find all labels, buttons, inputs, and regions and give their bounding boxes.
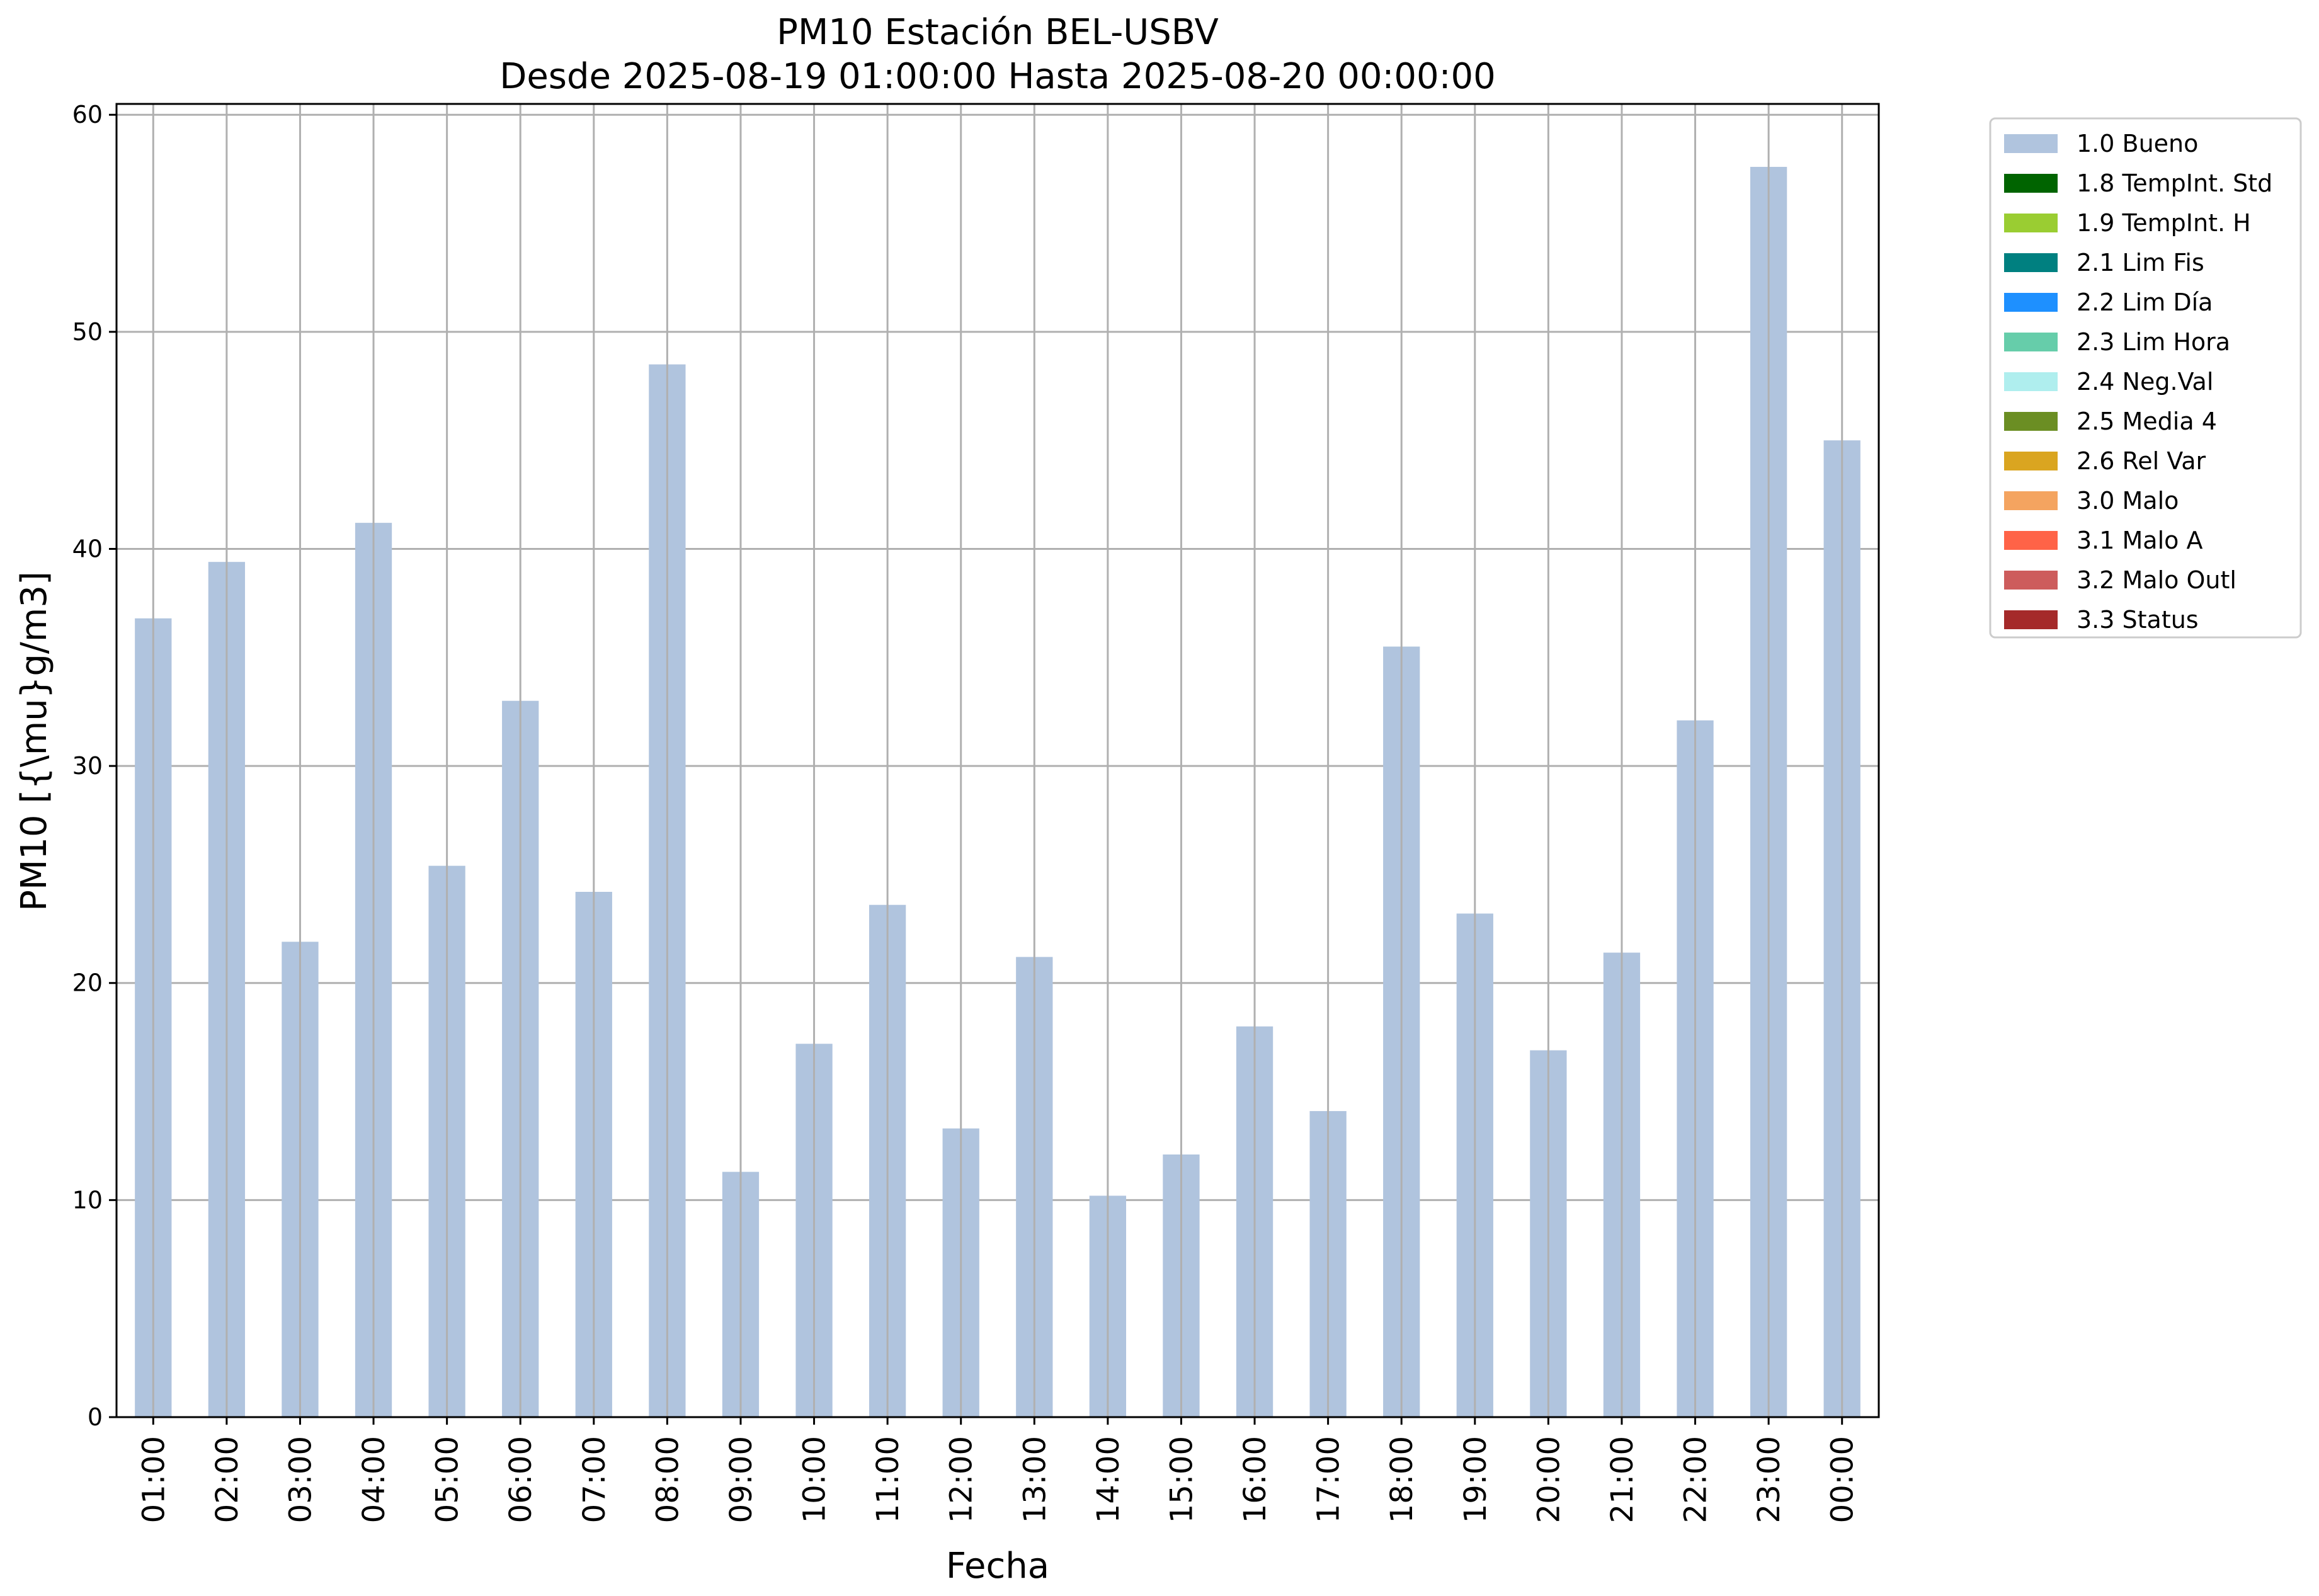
legend-swatch	[2004, 452, 2058, 470]
grid-layer	[117, 113, 1879, 1418]
x-tick-label: 10:00	[797, 1436, 833, 1523]
y-axis-label: PM10 [{\mu}g/m3]	[14, 571, 55, 911]
x-tick-label: 22:00	[1678, 1436, 1714, 1523]
legend-swatch	[2004, 214, 2058, 232]
x-tick-label: 08:00	[650, 1436, 685, 1523]
x-tick-label: 14:00	[1091, 1436, 1126, 1523]
x-tick-label: 23:00	[1752, 1436, 1787, 1523]
plot-frame	[115, 103, 1880, 1418]
x-tick-label: 01:00	[136, 1436, 171, 1523]
chart-title: PM10 Estación BEL-USBV	[777, 12, 1219, 53]
legend-label: 2.4 Neg.Val	[2077, 368, 2213, 396]
legend-swatch	[2004, 333, 2058, 351]
legend: 1.0 Bueno 1.8 TempInt. Std 1.9 TempInt. H 2…	[1989, 117, 2302, 639]
x-tick-label: 19:00	[1458, 1436, 1493, 1523]
legend-label: 2.2 Lim Día	[2077, 288, 2213, 316]
x-tick-label: 04:00	[356, 1436, 392, 1523]
x-tick-label: 17:00	[1311, 1436, 1347, 1523]
legend-swatch	[2004, 174, 2058, 193]
x-tick-label: 21:00	[1605, 1436, 1640, 1523]
x-tick-label: 00:00	[1825, 1436, 1860, 1523]
legend-swatch	[2004, 412, 2058, 431]
x-tick-label: 15:00	[1164, 1436, 1199, 1523]
legend-swatch	[2004, 491, 2058, 510]
x-tick-label: 05:00	[430, 1436, 465, 1523]
x-tick-label: 16:00	[1238, 1436, 1273, 1523]
y-tick-label: 30	[72, 752, 103, 780]
y-axis: 0 10 20 30 40 50 60	[72, 101, 117, 1431]
bars-layer	[135, 104, 1860, 1418]
legend-label: 1.8 TempInt. Std	[2077, 169, 2272, 197]
legend-swatch	[2004, 531, 2058, 550]
x-axis: 01:00 02:00 03:00 04:00 05:00 06:00 07:00 08:00…	[136, 1417, 1860, 1523]
x-tick-label: 07:00	[577, 1436, 612, 1523]
legend-label: 1.9 TempInt. H	[2077, 209, 2251, 237]
legend-label: 3.3 Status	[2077, 606, 2199, 634]
legend-label: 1.0 Bueno	[2077, 130, 2198, 157]
legend-swatch	[2004, 293, 2058, 312]
x-tick-label: 20:00	[1531, 1436, 1566, 1523]
y-tick-label: 60	[72, 101, 103, 128]
x-tick-label: 12:00	[944, 1436, 979, 1523]
y-tick-label: 20	[72, 969, 103, 997]
y-tick-label: 0	[88, 1403, 103, 1431]
x-tick-label: 18:00	[1384, 1436, 1420, 1523]
x-tick-label: 09:00	[724, 1436, 759, 1523]
x-tick-label: 13:00	[1017, 1436, 1052, 1523]
legend-label: 2.1 Lim Fis	[2077, 249, 2204, 276]
legend-label: 2.5 Media 4	[2077, 408, 2217, 435]
legend-swatch	[2004, 253, 2058, 272]
legend-swatch	[2004, 610, 2058, 629]
x-tick-label: 02:00	[210, 1436, 245, 1523]
legend-swatch	[2004, 134, 2058, 153]
x-tick-label: 11:00	[870, 1436, 906, 1523]
legend-swatch	[2004, 372, 2058, 391]
chart-subtitle: Desde 2025-08-19 01:00:00 Hasta 2025-08-…	[499, 56, 1496, 97]
y-tick-label: 10	[72, 1186, 103, 1214]
legend-label: 2.6 Rel Var	[2077, 447, 2206, 475]
legend-label: 3.1 Malo A	[2077, 527, 2202, 554]
y-tick-label: 40	[72, 535, 103, 562]
legend-label: 3.2 Malo Outl	[2077, 566, 2236, 594]
y-tick-label: 50	[72, 318, 103, 346]
legend-label: 3.0 Malo	[2077, 487, 2179, 515]
legend-box	[1989, 117, 2302, 639]
x-tick-label: 03:00	[283, 1436, 318, 1523]
legend-label: 2.3 Lim Hora	[2077, 328, 2230, 356]
x-tick-label: 06:00	[503, 1436, 538, 1523]
x-axis-label: Fecha	[946, 1546, 1049, 1587]
legend-swatch	[2004, 571, 2058, 590]
